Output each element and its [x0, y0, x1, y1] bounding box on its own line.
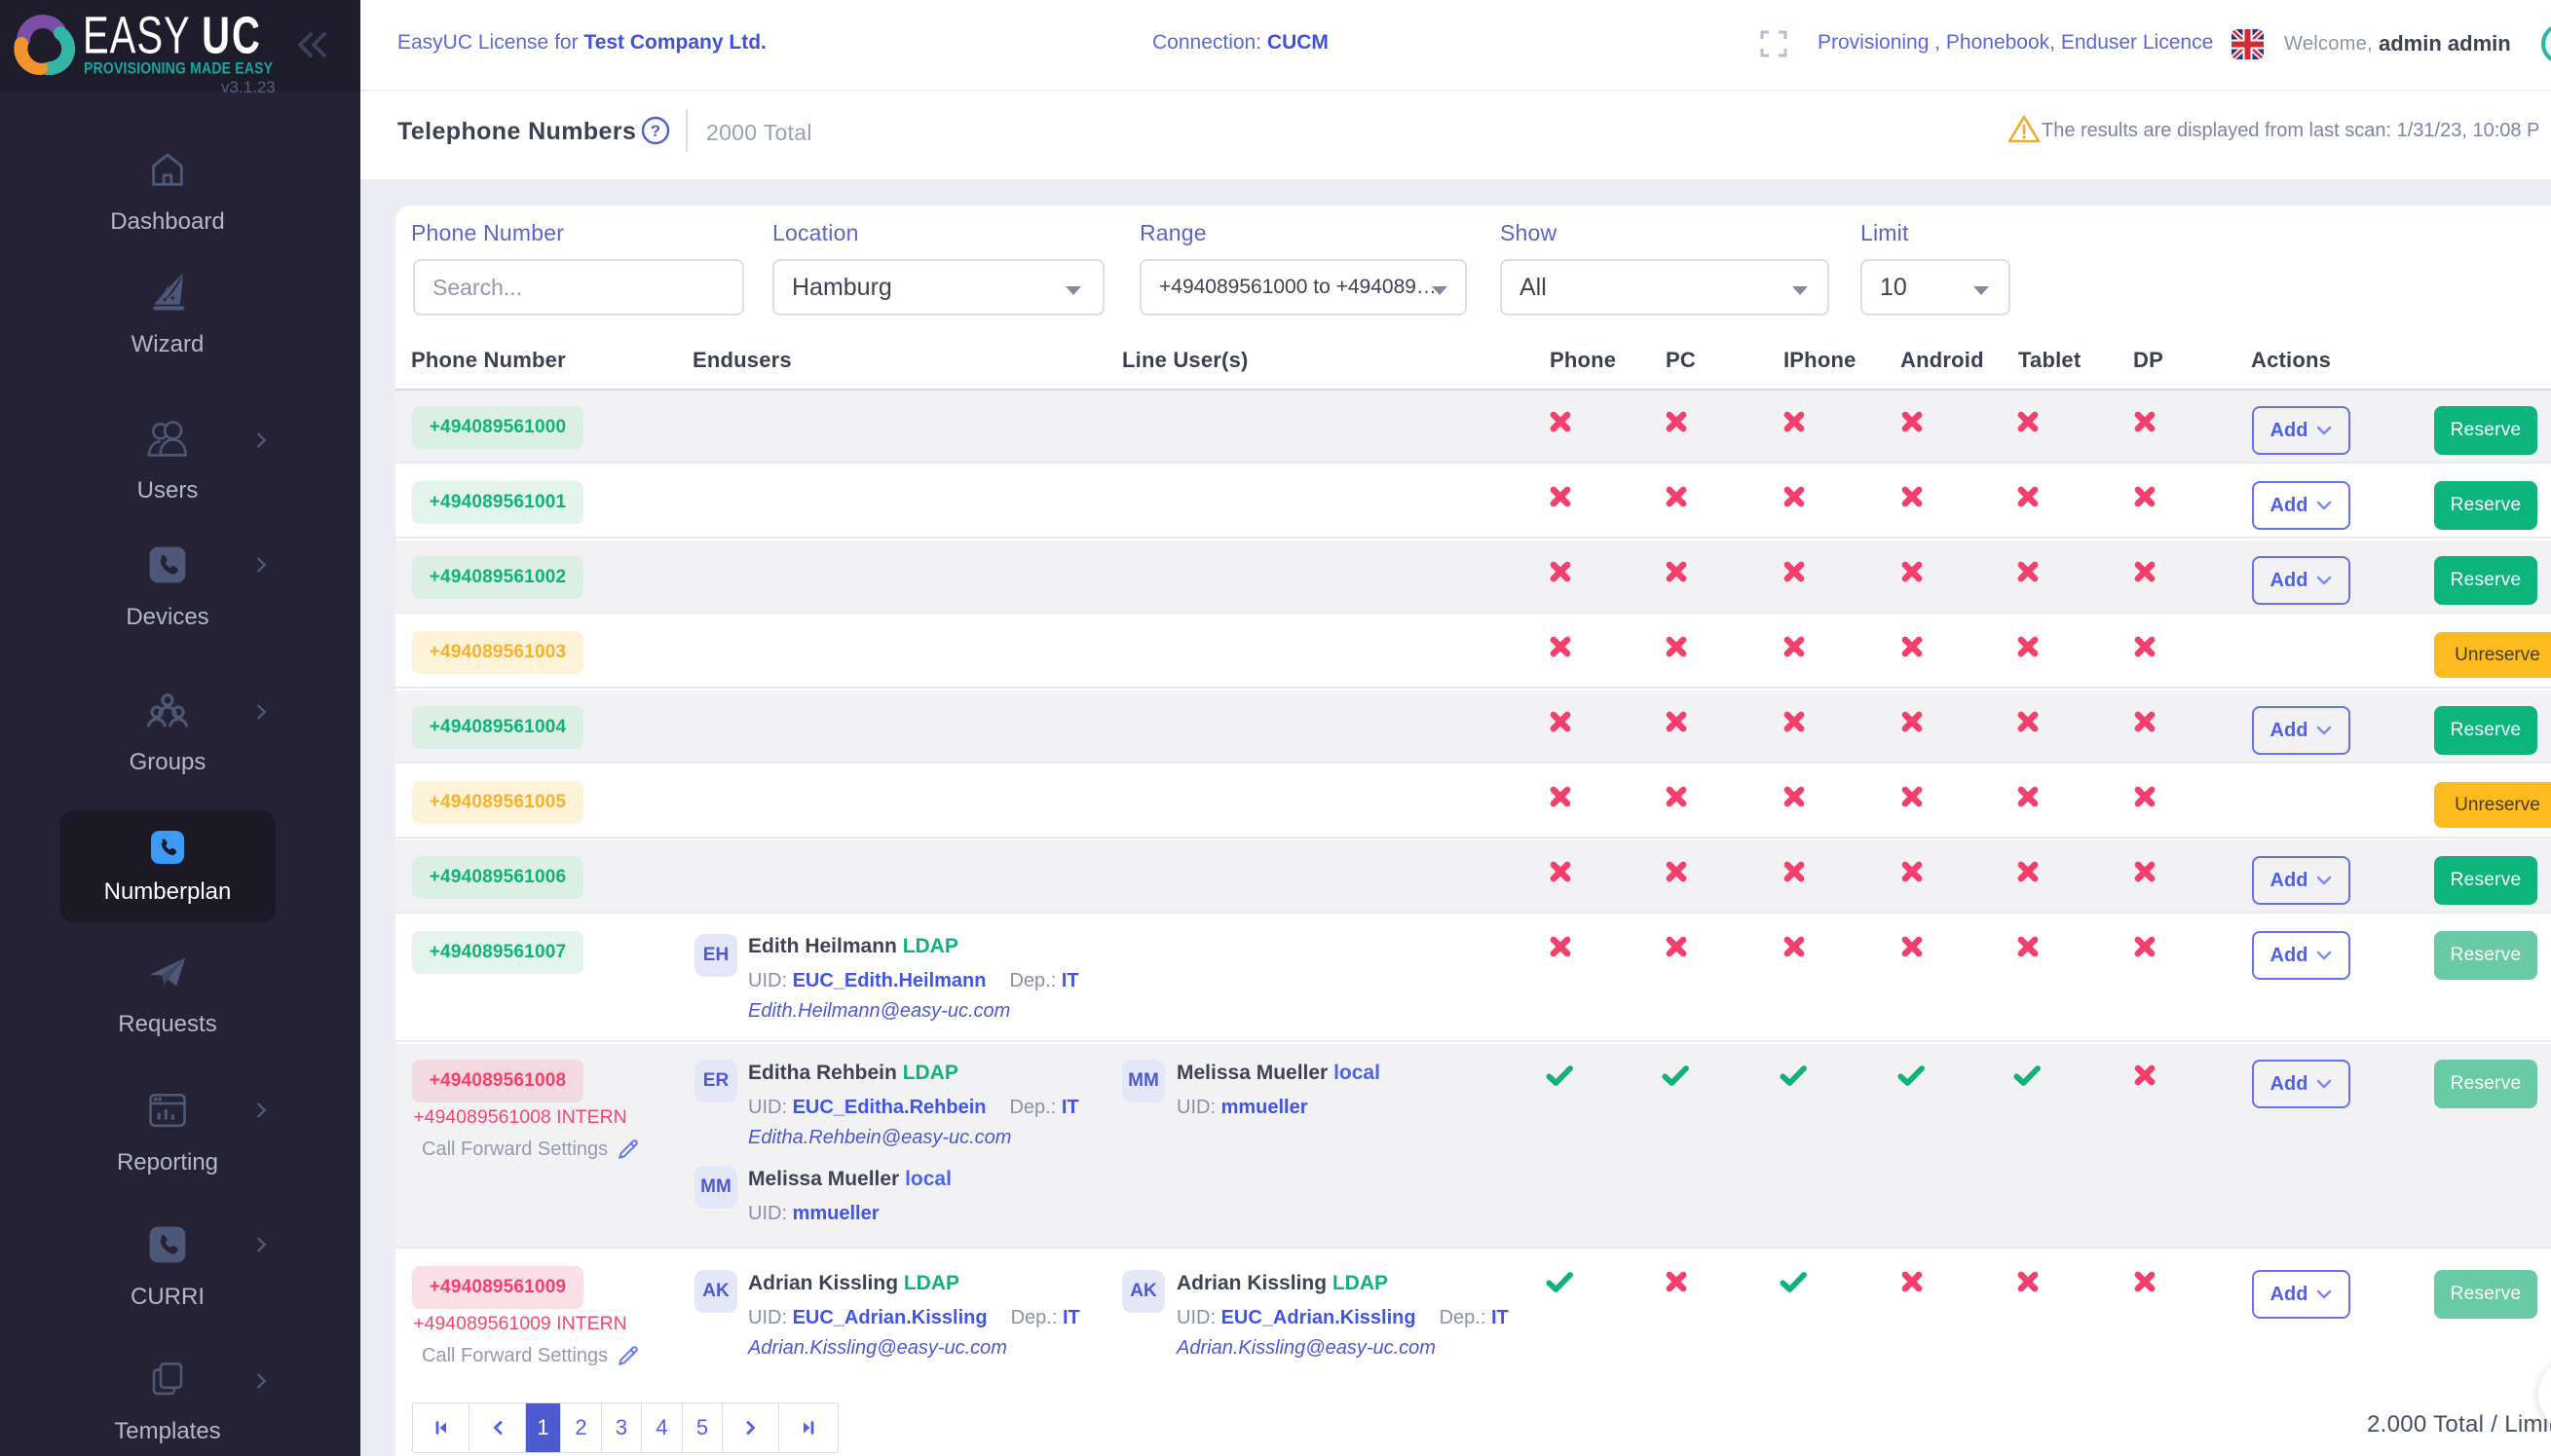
svg-text:?: ? [651, 122, 660, 140]
